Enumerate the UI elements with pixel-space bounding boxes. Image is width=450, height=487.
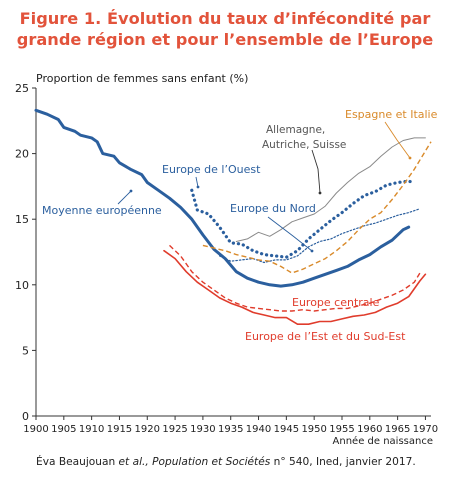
- series-line-3: [235, 137, 426, 242]
- series-line-6: [163, 249, 427, 325]
- leader-dot-2: [310, 249, 314, 253]
- annotation-label-7: Europe de l’Est et du Sud-Est: [245, 330, 406, 343]
- series-line-1: [190, 179, 416, 259]
- annotation-label-0: Moyenne européenne: [42, 204, 162, 217]
- x-tick-label: 1930: [190, 424, 215, 435]
- annotation-label-6: Europe centrale: [292, 296, 380, 309]
- x-tick-label: 1925: [162, 424, 187, 435]
- leader-line-4: [384, 121, 411, 159]
- x-tick-label: 1910: [79, 424, 104, 435]
- annotation-label-5: Espagne et Italie: [345, 108, 438, 121]
- annotation-label-2: Europe du Nord: [230, 202, 316, 215]
- x-tick-label: 1915: [107, 424, 132, 435]
- y-tick-label: 25: [15, 82, 29, 95]
- annotation-label-4: Autriche, Suisse: [262, 139, 346, 151]
- series-line-4: [202, 141, 432, 274]
- y-tick-label: 5: [22, 344, 29, 357]
- source-journal: Population et Sociétés: [152, 456, 271, 468]
- x-tick-label: 1920: [135, 424, 160, 435]
- x-tick-label: 1905: [51, 424, 76, 435]
- source-note: Éva Beaujouan et al., Population et Soci…: [36, 456, 416, 468]
- x-tick-label: 1960: [357, 424, 382, 435]
- x-axis-label: Année de naissance: [333, 435, 433, 447]
- annotation-label-1: Europe de l’Ouest: [162, 163, 261, 176]
- series-line-2: [219, 208, 421, 264]
- x-tick-label: 1950: [301, 424, 326, 435]
- x-tick-label: 1940: [246, 424, 271, 435]
- leader-line-1: [195, 176, 199, 188]
- chart-title-line-1: Figure 1. Évolution du taux d’infécondit…: [19, 9, 431, 28]
- source-etal: et al.,: [115, 456, 153, 468]
- x-tick-label: 1945: [274, 424, 299, 435]
- leader-dot-0: [129, 189, 133, 193]
- y-tick-label: 15: [15, 213, 29, 226]
- y-tick-label: 20: [15, 148, 29, 161]
- y-axis-label: Proportion de femmes sans enfant (%): [36, 72, 248, 85]
- leader-dot-1: [196, 185, 200, 189]
- leader-dot-3: [318, 191, 322, 195]
- source-author: Éva Beaujouan: [36, 456, 116, 468]
- x-tick-label: 1900: [23, 424, 48, 435]
- x-tick-label: 1935: [218, 424, 243, 435]
- y-tick-label: 10: [15, 279, 29, 292]
- x-tick-label: 1955: [329, 424, 354, 435]
- leader-line-2: [267, 216, 313, 252]
- x-tick-label: 1965: [385, 424, 410, 435]
- chart-title-line-2: grande région et pour l’ensemble de l’Eu…: [16, 30, 434, 49]
- series-line-0: [34, 108, 411, 288]
- annotation-label-3: Allemagne,: [266, 124, 325, 136]
- leader-line-0: [117, 190, 132, 205]
- leader-dot-4: [408, 156, 412, 160]
- x-tick-label: 1970: [413, 424, 438, 435]
- series-layer: [34, 108, 432, 325]
- chart-title: Figure 1. Évolution du taux d’infécondit…: [0, 8, 450, 50]
- annotation-layer: Moyenne européenne Europe de l’Ouest Europ…: [42, 108, 438, 343]
- y-tick-label: 0: [22, 410, 29, 423]
- leader-line-3: [311, 149, 321, 194]
- source-rest: n° 540, Ined, janvier 2017.: [270, 456, 416, 468]
